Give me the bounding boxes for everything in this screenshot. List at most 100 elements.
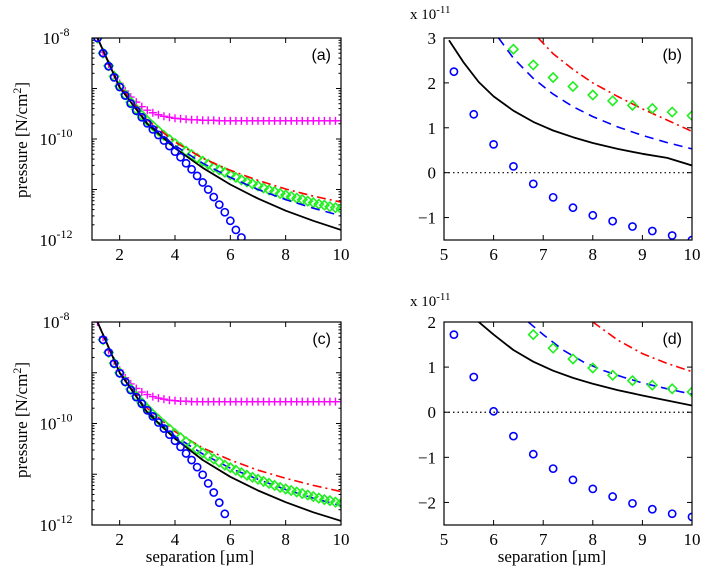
blue-circle-point [126,99,136,109]
y-tick-exponent: -12 [57,227,73,241]
x-tick-label: 8 [589,530,598,549]
green-diamond-point [241,469,253,481]
blue-circle-point [214,498,224,508]
magenta-plus-point [154,394,163,403]
green-diamond-point [219,166,231,179]
y-tick-label: −1 [418,209,436,228]
blue-circle-point [148,411,158,421]
blue-circle-point [220,207,230,217]
blue-circle-point [120,377,130,387]
y-tick-exponent: -8 [60,25,70,39]
exponent-d: x 10-11 [410,291,451,310]
green-diamond-point [587,362,599,374]
magenta-plus-point [93,38,102,42]
x-tick-label: 6 [489,245,498,264]
y-tick-exponent: -8 [60,309,70,323]
y-tick-label: 10-10 [40,126,73,149]
x-tick-label: 4 [171,245,180,264]
blue-circle-point [509,431,518,441]
x-tick-label: 8 [281,245,290,264]
blue-circle-point [608,492,618,501]
red-dashdot-line [96,38,341,203]
green-diamond-point [527,328,540,341]
green-diamond-point [646,379,659,391]
y-tick-label: 1 [428,358,437,377]
green-diamond-point [241,176,253,188]
red-dashdot-line [537,38,692,133]
magenta-plus-point [93,322,102,326]
y-tick-exponent: -12 [57,512,73,526]
red-dashdot-line [592,322,692,373]
green-diamond-point [202,450,214,462]
plot-area [92,38,341,240]
y-tick-label: 2 [428,313,437,332]
blue-circle-point [109,359,119,369]
blue-circle-point [153,418,163,427]
magenta-plus-point [165,113,174,122]
x-tick-label: 9 [638,530,647,549]
blue-circle-point [142,405,152,415]
blue-circle-point [176,442,185,452]
blue-circle-point [159,424,169,433]
green-diamond-point [606,95,619,107]
x-tick-label: 5 [440,530,449,549]
ylabel-c: pressure [N/cm2] [10,362,31,478]
blue-circle-point [170,436,180,446]
magenta-plus-point [137,388,146,397]
blue-circle-point [568,203,578,213]
blue-circle-point [115,82,125,92]
green-diamond-point [252,180,264,192]
x-tick-label: 9 [638,245,647,264]
y-tick-label: 10-8 [43,25,70,48]
green-diamond-point [230,464,242,476]
x-tick-label: 7 [539,245,548,264]
exponent-b: x 10-11 [410,4,451,23]
ylabel-a: pressure [N/cm2] [10,82,31,198]
blue-circle-point [181,158,191,168]
green-diamond-point [335,497,341,509]
green-diamond-point [246,178,259,190]
blue-circle-point [159,136,169,145]
green-diamond-point [268,479,281,492]
green-diamond-point [147,120,159,132]
green-diamond-point [224,169,237,181]
blue-circle-point [209,488,219,497]
panel-label-c: (c) [312,331,331,348]
y-tick-label: −2 [418,493,436,512]
blue-circle-point [588,484,598,494]
blue-circle-point [165,430,174,440]
green-diamond-point [224,461,237,474]
x-tick-label: 6 [226,530,235,549]
blue-circle-point [120,91,130,100]
axes-frame [91,321,342,526]
blue-circle-point [449,330,459,340]
blue-circle-point [489,139,498,149]
xlabel-d: separation [µm] [498,547,606,566]
blue-circle-point [203,185,213,194]
green-diamond-point [626,99,639,112]
blue-circle-point [214,200,224,210]
blue-circle-point [98,48,108,58]
magenta-plus-point [337,397,341,406]
y-tick-label: 10-10 [40,411,73,434]
blue-circle-point [548,192,558,202]
blue-circle-point [187,164,196,174]
x-tick-label: 2 [115,530,124,549]
blue-circle-point [231,225,241,235]
panel-d: 5 6 7 8 9 10 −2 −1 0 1 2 (d) [418,313,701,549]
x-tick-label: 10 [684,530,701,549]
green-diamond-point [257,475,270,488]
x-tick-label: 8 [281,530,290,549]
magenta-plus-point [143,390,152,399]
magenta-plus-point [159,395,168,404]
y-tick-label: 10-12 [40,227,73,250]
green-diamond-point [208,161,220,174]
panel-label-d: (d) [662,331,682,348]
green-diamond-point [626,374,639,387]
green-diamond-point [666,106,678,118]
xlabel-c: separation [µm] [146,547,254,566]
green-diamond-point [666,383,678,395]
blue-circle-point [126,385,136,395]
magenta-plus-point [148,392,157,401]
blue-circle-point [131,106,141,116]
